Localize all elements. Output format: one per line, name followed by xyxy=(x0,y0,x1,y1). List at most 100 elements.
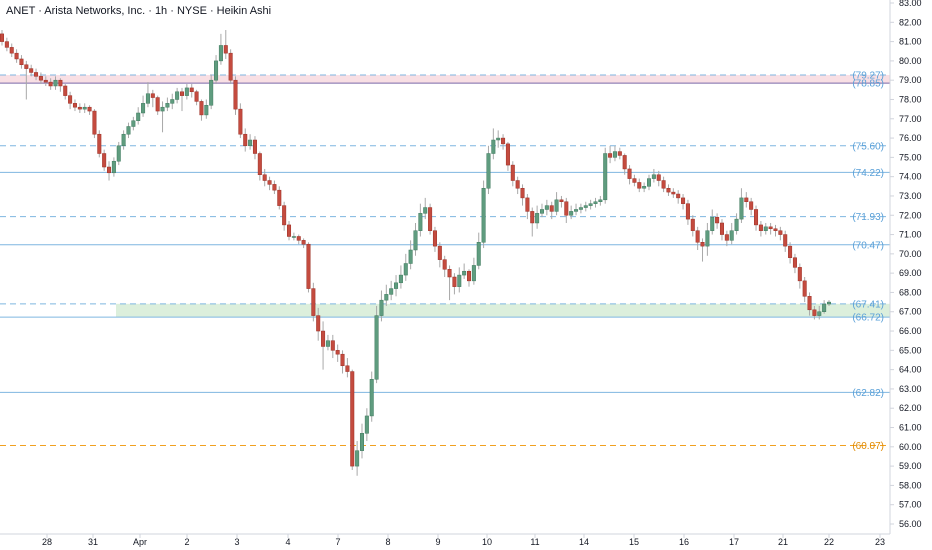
candle[interactable] xyxy=(194,89,199,106)
candle[interactable] xyxy=(569,205,574,220)
candle[interactable] xyxy=(583,201,588,212)
candle[interactable] xyxy=(243,128,248,152)
candle[interactable] xyxy=(38,72,43,85)
candle[interactable] xyxy=(685,199,690,225)
candle[interactable] xyxy=(102,149,107,171)
candle[interactable] xyxy=(116,141,121,166)
candle[interactable] xyxy=(209,74,214,110)
candle[interactable] xyxy=(549,201,554,220)
candle[interactable] xyxy=(656,170,661,187)
candle[interactable] xyxy=(87,105,92,115)
candle[interactable] xyxy=(345,358,350,378)
candle[interactable] xyxy=(505,141,510,171)
candle[interactable] xyxy=(491,128,496,160)
candle[interactable] xyxy=(359,423,364,459)
candle[interactable] xyxy=(248,134,253,150)
candle[interactable] xyxy=(797,263,802,289)
candle[interactable] xyxy=(282,201,287,231)
candle[interactable] xyxy=(758,221,763,237)
candle[interactable] xyxy=(539,203,544,218)
candle[interactable] xyxy=(710,209,715,235)
candle[interactable] xyxy=(179,87,184,112)
candle[interactable] xyxy=(792,253,797,274)
candle[interactable] xyxy=(291,232,296,241)
candle[interactable] xyxy=(452,273,457,295)
candle[interactable] xyxy=(598,195,603,206)
candle[interactable] xyxy=(822,300,827,314)
candle[interactable] xyxy=(107,161,112,181)
candle[interactable] xyxy=(316,307,321,341)
candle[interactable] xyxy=(330,334,335,359)
candle[interactable] xyxy=(204,99,209,119)
candle[interactable] xyxy=(63,84,68,100)
candle[interactable] xyxy=(564,197,569,223)
candle[interactable] xyxy=(403,253,408,281)
candle[interactable] xyxy=(554,192,559,216)
candle[interactable] xyxy=(525,194,530,220)
candle[interactable] xyxy=(457,267,462,293)
candle[interactable] xyxy=(544,199,549,216)
candle[interactable] xyxy=(749,197,754,216)
candle[interactable] xyxy=(574,203,579,216)
candle[interactable] xyxy=(189,84,194,98)
candle[interactable] xyxy=(408,240,413,270)
candle[interactable] xyxy=(223,30,228,59)
candle[interactable] xyxy=(467,269,472,287)
candle[interactable] xyxy=(272,180,277,195)
candle[interactable] xyxy=(812,305,817,320)
candle[interactable] xyxy=(355,441,360,476)
candle[interactable] xyxy=(150,89,155,108)
candle[interactable] xyxy=(705,222,710,256)
candle[interactable] xyxy=(350,369,355,470)
candle[interactable] xyxy=(238,103,243,139)
candle[interactable] xyxy=(515,176,520,195)
candle[interactable] xyxy=(715,213,720,229)
candle[interactable] xyxy=(389,280,394,301)
candle[interactable] xyxy=(175,87,180,104)
candle[interactable] xyxy=(535,205,540,229)
candle[interactable] xyxy=(277,186,282,210)
candle[interactable] xyxy=(335,344,340,362)
candle[interactable] xyxy=(603,147,608,204)
candle[interactable] xyxy=(29,64,34,77)
candle[interactable] xyxy=(413,222,418,256)
candle[interactable] xyxy=(739,188,744,223)
candle[interactable] xyxy=(14,49,19,63)
candle[interactable] xyxy=(121,130,126,150)
candle[interactable] xyxy=(442,255,447,278)
candle[interactable] xyxy=(447,265,452,301)
candle[interactable] xyxy=(340,350,345,374)
candle[interactable] xyxy=(462,263,467,279)
candle[interactable] xyxy=(394,275,399,297)
candle[interactable] xyxy=(612,145,617,162)
candle[interactable] xyxy=(729,222,734,245)
candle[interactable] xyxy=(637,178,642,193)
candle[interactable] xyxy=(608,145,613,164)
candle[interactable] xyxy=(262,168,267,187)
candle[interactable] xyxy=(826,300,832,306)
candle[interactable] xyxy=(666,184,671,196)
candle[interactable] xyxy=(374,305,379,384)
candle[interactable] xyxy=(141,95,146,117)
candle[interactable] xyxy=(510,161,515,187)
candle[interactable] xyxy=(364,408,369,442)
candle[interactable] xyxy=(432,226,437,252)
candle[interactable] xyxy=(228,49,233,85)
candle[interactable] xyxy=(325,334,330,351)
candle[interactable] xyxy=(651,168,656,183)
candle[interactable] xyxy=(593,197,598,208)
candle[interactable] xyxy=(690,215,695,237)
candle[interactable] xyxy=(214,55,219,85)
candle[interactable] xyxy=(9,43,14,58)
candle[interactable] xyxy=(719,219,724,241)
candle[interactable] xyxy=(588,199,593,210)
candle[interactable] xyxy=(384,284,389,306)
candle[interactable] xyxy=(763,222,768,235)
candle[interactable] xyxy=(671,188,676,198)
candle[interactable] xyxy=(34,68,39,81)
candle[interactable] xyxy=(296,234,301,245)
candle[interactable] xyxy=(58,78,63,92)
candle[interactable] xyxy=(428,203,433,235)
candle[interactable] xyxy=(160,101,165,133)
